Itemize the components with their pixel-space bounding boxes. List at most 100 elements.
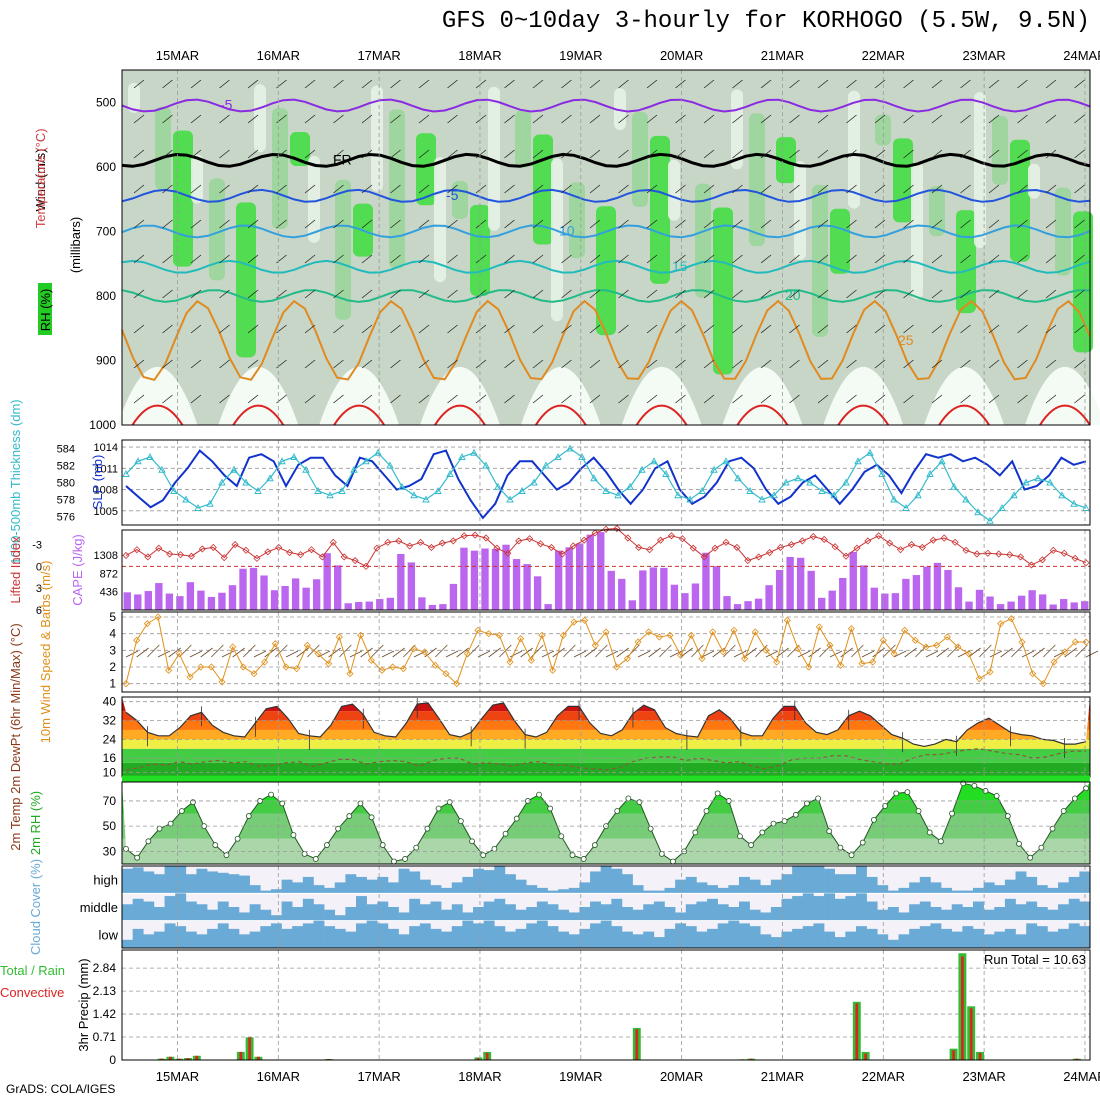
- rh-cell: [596, 206, 616, 336]
- cloud-cell: [270, 915, 282, 921]
- wind10-point: [325, 660, 333, 668]
- wind10-point: [794, 645, 802, 653]
- wind-frame: [121, 611, 1091, 693]
- rh-point: [123, 845, 129, 852]
- cloud-cell: [419, 879, 431, 894]
- cloud-cell: [845, 896, 857, 921]
- rh-point: [614, 808, 621, 814]
- wind-barb: [219, 184, 230, 194]
- li-point: [689, 544, 697, 552]
- cloud-cell: [855, 926, 867, 948]
- cloud-cell: [728, 885, 740, 894]
- rh-cell: [371, 85, 383, 192]
- wind-barb: [1045, 289, 1057, 299]
- li-point: [744, 556, 752, 565]
- cloud-cell: [239, 912, 250, 921]
- cloud-cell: [696, 882, 708, 894]
- wind10-point: [175, 650, 183, 658]
- wind10-point: [261, 658, 269, 666]
- wind10-point: [303, 641, 311, 649]
- wind-barb: [646, 289, 658, 299]
- wind-barb: [447, 219, 458, 229]
- wind10-point: [186, 673, 194, 681]
- rh-point: [223, 852, 230, 859]
- wind-barb: [504, 79, 515, 89]
- wind-barb: [333, 114, 344, 124]
- thickness-point: [362, 457, 370, 465]
- cloud-cell: [951, 890, 963, 894]
- wind-barb: [589, 254, 601, 264]
- thickness-point: [950, 482, 958, 490]
- wind-barb: [874, 184, 886, 194]
- li-point: [373, 544, 381, 552]
- wind10-point: [709, 628, 717, 636]
- thickness-point: [266, 474, 274, 482]
- wind-barb: [988, 394, 1000, 404]
- li-point: [722, 538, 730, 546]
- wind10-point: [549, 666, 557, 674]
- cape-bar: [312, 579, 321, 610]
- rh-cell: [308, 155, 320, 243]
- cape-bar: [260, 575, 268, 610]
- rh-point: [469, 838, 475, 845]
- wind-barb: [618, 219, 629, 229]
- wind10-point: [1061, 648, 1069, 656]
- isotherm-line: [121, 98, 1091, 113]
- wind-barb: [1017, 394, 1028, 404]
- rh-point: [859, 839, 866, 846]
- rh-cell: [794, 161, 806, 261]
- wind-barb: [931, 219, 943, 229]
- upper-air-ylabel: (millibars): [68, 217, 83, 273]
- rh-point: [1016, 840, 1022, 847]
- wind-barb: [247, 289, 259, 299]
- cloud-cell: [898, 934, 910, 948]
- wind-barb: [247, 254, 259, 264]
- li-point: [504, 549, 512, 557]
- rh-cell: [191, 154, 203, 204]
- wind-barb: [361, 114, 373, 124]
- thickness-point: [626, 482, 634, 490]
- wind-barb: [1045, 394, 1057, 404]
- wind10-barb: [723, 644, 736, 658]
- wind10-point: [506, 658, 514, 666]
- wind-barb: [789, 394, 800, 404]
- cape-bar: [807, 570, 815, 610]
- wind10-barb: [733, 650, 747, 658]
- cloud-cell: [707, 885, 718, 894]
- wind10-point: [485, 630, 493, 638]
- cloud-cell: [526, 923, 538, 948]
- wind10-barb: [851, 644, 864, 658]
- wind-barb: [532, 254, 544, 264]
- cape-bar: [533, 576, 542, 610]
- wind-barb: [988, 254, 1000, 264]
- cape-bar: [944, 570, 952, 610]
- wind10-point: [410, 645, 418, 653]
- cloud-cell: [494, 926, 506, 948]
- wind10-barb: [456, 647, 469, 658]
- cape-bar: [123, 592, 131, 610]
- wind-barb: [1074, 79, 1085, 89]
- wind10-point: [858, 660, 866, 668]
- wind-barb: [532, 79, 544, 89]
- cloud-cell: [813, 866, 825, 894]
- cloud-cell: [664, 907, 676, 921]
- wind-barb: [703, 289, 715, 299]
- wind10-barb: [605, 650, 619, 658]
- cape-bar: [954, 587, 963, 610]
- rh-point: [848, 852, 855, 859]
- rh-point: [245, 813, 252, 819]
- thickness-point: [206, 499, 214, 507]
- thickness-point: [194, 504, 202, 511]
- cloud-cell: [377, 876, 389, 894]
- wind-barb: [817, 324, 829, 334]
- cape-bar: [544, 604, 552, 610]
- wind-barb: [561, 79, 572, 89]
- cloud-cell: [228, 874, 240, 894]
- wind-barb: [532, 394, 544, 404]
- wind-barb: [532, 184, 544, 194]
- wind-barb: [361, 359, 373, 369]
- cape-bar: [554, 550, 563, 610]
- pressure-tick: 900: [96, 353, 116, 367]
- cloud-level-label: high: [93, 873, 118, 888]
